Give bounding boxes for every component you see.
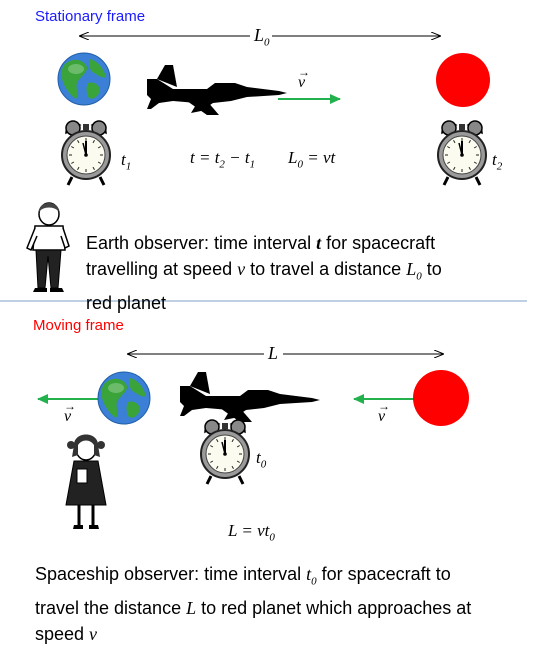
planet-velocity-label: → v [378, 399, 390, 425]
spaceship-observer-description: Spaceship observer: time interval t0 for… [35, 564, 472, 644]
proper-length-equation: L0 = vt [288, 148, 336, 171]
alarm-clock-icon [199, 418, 251, 486]
alarm-clock-icon [436, 119, 488, 187]
t2-label: t2 [492, 150, 503, 173]
time-interval-equation: t = t2 − t1 [190, 148, 256, 171]
jet-icon [147, 65, 287, 115]
alarm-clock-icon [60, 119, 112, 187]
earth-velocity-label: → v [64, 399, 76, 425]
contracted-length-equation: L = vt0 [228, 521, 275, 544]
moving-length-label: L [265, 343, 282, 364]
stationary-frame-title: Stationary frame [35, 8, 146, 25]
earth-icon [57, 52, 111, 106]
stationary-length-label: L0 [252, 25, 272, 49]
jet-icon [180, 372, 320, 422]
earth-icon [97, 371, 151, 425]
moving-frame-title: Moving frame [33, 317, 124, 334]
t0-label: t0 [256, 448, 267, 471]
boy-observer-icon [26, 202, 70, 293]
t1-label: t1 [121, 150, 132, 173]
velocity-label: → v [298, 65, 310, 91]
red-planet-icon [413, 370, 469, 426]
red-planet-icon [436, 53, 490, 107]
earth-observer-description: Earth observer: time interval t for spac… [86, 233, 442, 313]
girl-observer-icon [64, 433, 108, 531]
